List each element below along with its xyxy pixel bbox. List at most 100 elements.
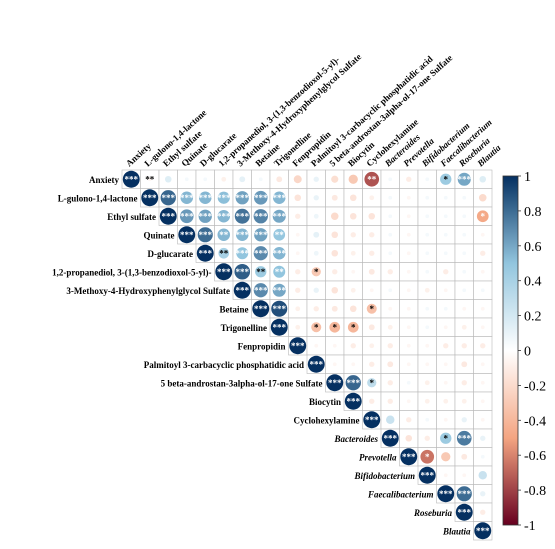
significance-marker: *** xyxy=(384,433,398,443)
correlation-circle xyxy=(425,232,430,237)
row-label: 3-Methoxy-4-Hydroxyphenylglycol Sulfate xyxy=(66,286,230,296)
correlation-circle xyxy=(311,322,322,333)
correlation-circle xyxy=(425,214,430,219)
significance-marker: *** xyxy=(199,211,213,221)
correlation-circle xyxy=(203,177,208,182)
colorbar-tick-label: 0.4 xyxy=(524,275,542,290)
correlation-circle xyxy=(424,398,430,404)
correlation-circle xyxy=(369,343,375,349)
correlation-circle xyxy=(456,430,472,446)
row-label: D-glucarate xyxy=(148,249,193,259)
correlation-circle xyxy=(270,318,288,336)
correlation-circle xyxy=(218,247,230,259)
correlation-circle xyxy=(406,380,411,385)
correlation-circle xyxy=(461,343,467,349)
correlation-circle xyxy=(387,324,393,330)
significance-marker: *** xyxy=(458,489,472,499)
correlation-circle xyxy=(368,324,375,331)
colorbar-tick-label: -0.6 xyxy=(524,449,546,464)
correlation-circle xyxy=(437,485,455,503)
correlation-circle xyxy=(313,213,319,219)
correlation-circle xyxy=(441,452,451,462)
correlation-circle xyxy=(332,269,338,275)
correlation-circle xyxy=(443,251,448,256)
significance-marker: *** xyxy=(254,285,268,295)
correlation-circle xyxy=(295,213,301,219)
correlation-circle xyxy=(462,232,467,237)
correlation-circle xyxy=(443,398,449,404)
row-label: Prevotella xyxy=(359,452,397,462)
correlation-circle xyxy=(387,269,393,275)
significance-marker: *** xyxy=(180,211,194,221)
colorbar-tick-label: 0.2 xyxy=(524,310,542,325)
correlation-circle xyxy=(425,177,430,182)
significance-marker: *** xyxy=(273,193,287,203)
correlation-circle xyxy=(405,434,413,442)
significance-marker: * xyxy=(370,378,375,388)
correlation-circle xyxy=(440,173,452,185)
correlation-circle xyxy=(406,251,411,256)
correlation-circle xyxy=(313,195,319,201)
correlation-circle xyxy=(461,398,467,404)
correlation-circle xyxy=(345,375,361,391)
correlation-circle xyxy=(388,288,393,293)
correlation-circle xyxy=(235,191,249,205)
significance-marker: * xyxy=(351,322,356,332)
significance-marker: *** xyxy=(236,248,250,258)
correlation-circle xyxy=(273,228,286,241)
row-label: Biocytin xyxy=(309,397,341,407)
row-label: Betaine xyxy=(220,304,249,314)
correlation-circle xyxy=(478,193,487,202)
correlation-circle xyxy=(369,361,375,367)
correlation-circle xyxy=(425,325,430,330)
correlation-circle xyxy=(272,246,286,260)
correlation-circle xyxy=(314,343,319,348)
significance-marker: * xyxy=(314,322,319,332)
correlation-circle xyxy=(388,232,393,237)
correlation-circle xyxy=(122,170,140,188)
correlation-circle xyxy=(368,212,376,220)
significance-marker: *** xyxy=(180,193,194,203)
correlation-circle xyxy=(443,269,449,275)
correlation-circle xyxy=(406,195,411,200)
correlation-circle xyxy=(253,190,268,205)
colorbar: 1 0.8 0.6 0.4 0.2 0 -0.2 -0.4 -0.6 -0.8 -1 xyxy=(502,170,546,534)
correlation-circle xyxy=(273,265,286,278)
correlation-circle xyxy=(311,267,321,277)
correlation-circle xyxy=(272,209,286,223)
correlation-circle xyxy=(443,288,448,293)
correlation-circle xyxy=(196,244,214,262)
correlation-circle xyxy=(276,176,283,183)
correlation-circle xyxy=(480,509,486,515)
correlation-circle xyxy=(443,195,448,200)
correlation-circle xyxy=(443,232,448,237)
correlation-circle xyxy=(406,176,412,182)
significance-marker: *** xyxy=(458,433,472,443)
correlation-circle xyxy=(406,288,411,293)
correlation-circle xyxy=(350,343,356,349)
correlation-circle xyxy=(331,249,339,257)
correlation-circle xyxy=(272,283,286,297)
colorbar-tick-label: 0.8 xyxy=(524,205,542,220)
significance-marker: *** xyxy=(162,211,176,221)
correlation-circle xyxy=(313,306,319,312)
correlation-circle xyxy=(440,432,452,444)
correlation-circle xyxy=(461,380,467,386)
row-label: Fenpropidin xyxy=(238,341,286,351)
correlation-circle xyxy=(349,194,357,202)
correlation-circle xyxy=(480,288,485,293)
correlation-circle xyxy=(480,306,485,311)
significance-marker: *** xyxy=(273,304,287,314)
correlation-circle xyxy=(406,362,411,367)
significance-marker: ** xyxy=(219,248,229,258)
correlation-circle xyxy=(480,343,486,349)
correlation-circle xyxy=(425,343,430,348)
correlation-circle xyxy=(425,251,430,256)
colorbar-tick-label: -0.4 xyxy=(524,414,546,429)
correlation-circle xyxy=(387,343,393,349)
correlation-circle xyxy=(255,266,267,278)
correlation-circle xyxy=(461,361,468,368)
correlation-circle xyxy=(443,325,448,330)
